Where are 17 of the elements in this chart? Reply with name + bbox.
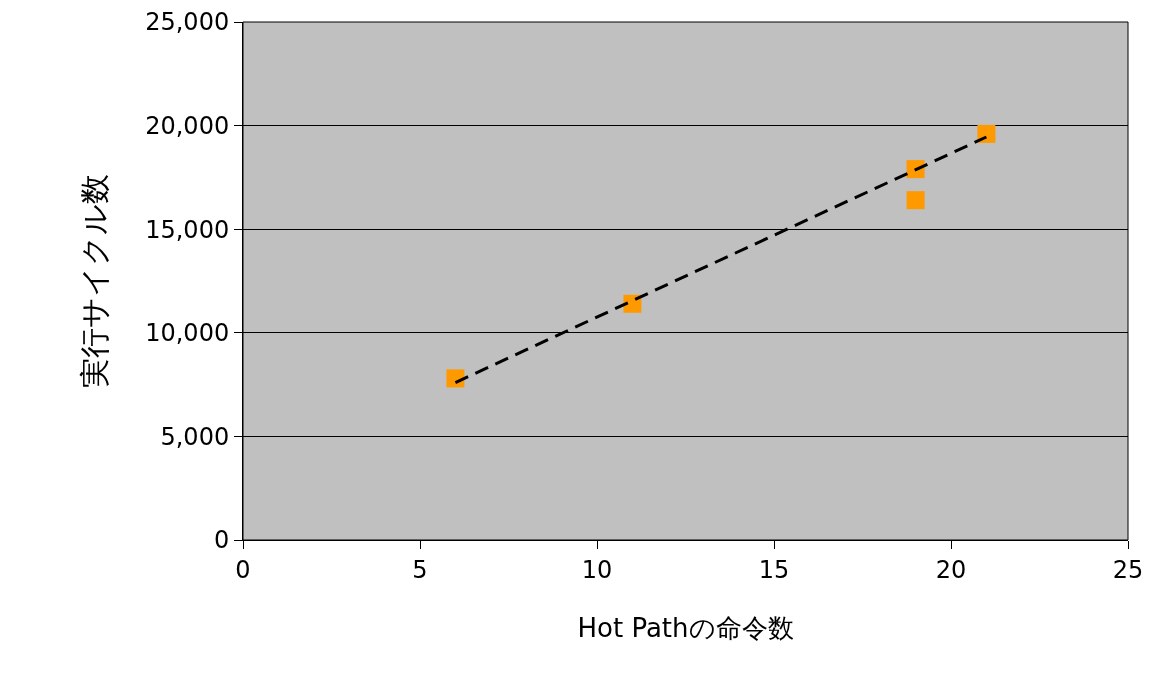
point — [906, 191, 925, 210]
x-tick-label: 10 — [581, 555, 613, 584]
y-tick-label: 10,000 — [145, 319, 230, 348]
x-tick-label: 25 — [1112, 555, 1144, 584]
x-tick-label: 5 — [412, 555, 428, 584]
y-tick-label: 15,000 — [145, 215, 230, 244]
y-tick-label: 25,000 — [145, 8, 230, 37]
y-tick-label: 5,000 — [160, 422, 230, 451]
point — [977, 124, 996, 143]
y-tick-label: 0 — [213, 526, 230, 555]
x-axis-title: Hot Pathの命令数 — [577, 613, 794, 644]
x-tick-label: 0 — [235, 555, 251, 584]
y-tick-label: 20,000 — [145, 112, 230, 140]
y-axis-title: 実行サイクル数 — [77, 174, 113, 388]
point — [446, 369, 465, 388]
x-tick-label: 20 — [935, 555, 967, 584]
x-tick-label: 15 — [758, 555, 790, 584]
